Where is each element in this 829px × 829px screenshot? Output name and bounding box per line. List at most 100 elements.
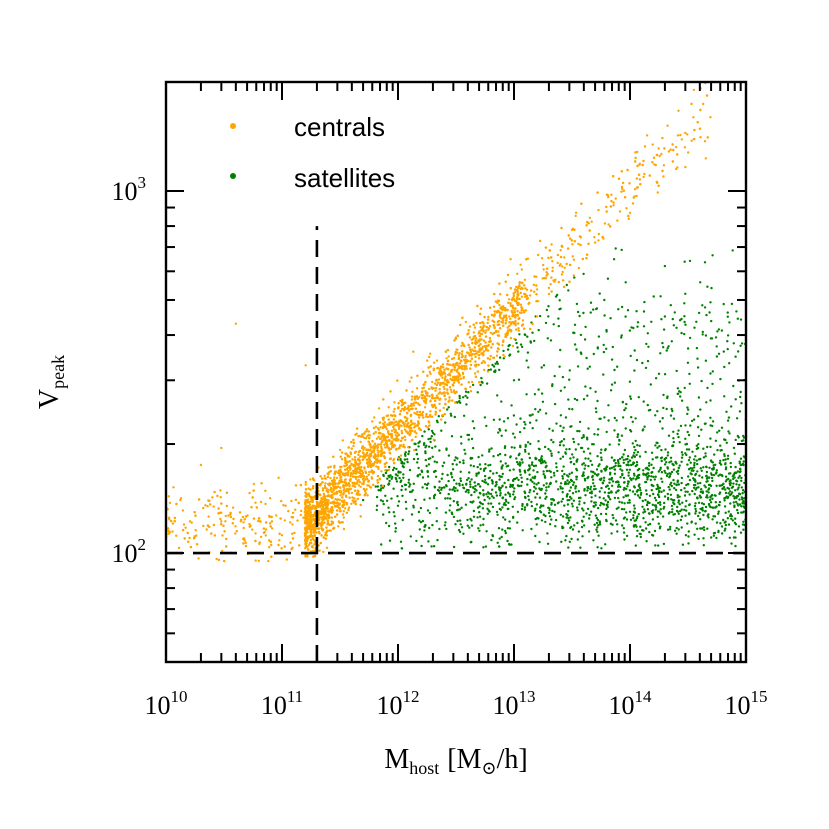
satellite-point [675,483,678,486]
central-point [513,288,517,291]
satellite-point [444,484,448,487]
central-point [323,497,327,500]
satellite-point [633,474,636,477]
satellite-point [480,376,483,380]
satellite-point [741,523,745,526]
satellite-point [718,461,722,465]
central-point [443,377,447,380]
satellite-point [738,483,741,487]
satellite-point [660,456,664,459]
satellite-point [576,310,580,314]
satellite-point [697,311,701,315]
satellite-point [589,459,592,463]
satellite-point [705,490,708,493]
central-point [597,239,600,242]
central-point [368,436,371,440]
central-point [415,387,419,390]
satellite-point [513,496,517,499]
satellite-point [568,519,571,522]
satellite-point [691,450,694,453]
satellite-point [728,432,731,435]
satellite-point [511,483,515,487]
satellite-point [606,505,609,509]
central-point [219,517,222,521]
satellite-point [695,459,698,462]
central-point [264,489,267,492]
satellite-point [728,362,731,365]
central-point [441,363,445,366]
satellite-point [692,486,696,489]
central-point [348,464,352,468]
central-point [309,516,312,520]
satellite-point [466,524,469,527]
central-point [513,309,516,312]
satellite-point [517,378,521,381]
central-point [371,469,374,473]
satellite-point [616,433,620,436]
central-point [343,499,346,502]
central-point [414,398,417,401]
central-point [318,549,321,552]
central-point [376,479,379,482]
satellite-point [400,547,404,550]
satellite-point [658,486,662,490]
satellite-point [586,507,590,511]
satellite-point [543,445,547,449]
satellite-point [441,464,444,468]
central-point [657,147,660,150]
satellite-point [508,493,511,496]
central-point [478,381,481,384]
central-point [190,521,193,524]
satellite-point [711,461,714,464]
central-point [627,214,630,218]
satellite-point [667,345,670,348]
satellite-point [695,346,699,350]
satellite-point [638,473,641,477]
satellite-point [673,311,676,314]
central-point [368,458,371,461]
satellite-point [643,425,646,428]
central-point [280,499,283,503]
central-point [339,486,342,489]
satellite-point [407,452,410,456]
satellite-point [470,540,473,544]
satellite-point [578,430,581,433]
central-point [709,116,712,119]
satellite-point [667,485,670,489]
satellite-point [568,495,572,499]
satellite-point [601,481,604,484]
satellite-point [583,501,586,505]
central-point [472,331,476,334]
central-point [332,492,336,495]
central-point [339,494,342,497]
central-point [508,321,511,324]
satellite-point [505,500,508,503]
satellite-point [695,444,698,447]
satellite-point [561,515,565,518]
satellite-point [715,345,718,348]
satellite-point [559,457,562,460]
satellite-point [651,458,654,461]
satellite-point [579,333,583,337]
central-point [324,482,327,485]
central-point [339,476,342,480]
satellite-point [553,503,557,506]
satellite-point [736,502,739,505]
satellite-point [549,339,553,342]
satellite-point [449,504,452,507]
central-point [515,296,519,299]
satellite-point [688,372,691,376]
satellite-point [578,314,581,318]
central-point [184,526,187,529]
satellite-point [541,400,545,403]
satellite-point [642,469,645,472]
satellite-point [662,489,665,492]
satellite-point [453,415,456,419]
satellite-point [688,456,691,459]
satellite-point [427,437,430,441]
satellite-point [417,441,420,445]
satellite-point [739,468,742,471]
satellite-point [727,510,730,513]
central-point [361,471,365,475]
satellite-point [462,459,465,462]
